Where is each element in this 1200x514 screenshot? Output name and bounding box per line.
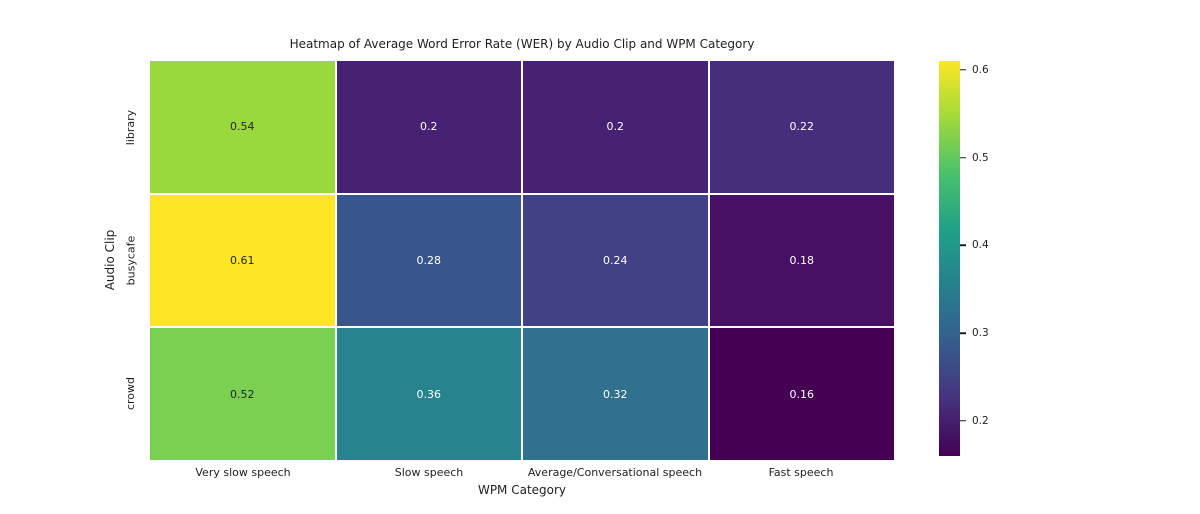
heatmap-cell: 0.2 xyxy=(523,61,708,193)
x-tick-label: Slow speech xyxy=(394,466,464,479)
colorbar-tick-label: 0.6 xyxy=(972,63,989,76)
heatmap-grid: 0.54 0.2 0.2 0.22 0.61 0.28 0.24 0.18 0.52 0.36 0.… xyxy=(150,61,894,460)
heatmap-cell: 0.32 xyxy=(523,328,708,460)
y-axis-label: Audio Clip xyxy=(103,229,117,291)
heatmap-cell: 0.61 xyxy=(150,194,335,327)
heatmap-cell: 0.36 xyxy=(336,328,521,460)
y-tick-label-text: library xyxy=(124,109,138,146)
x-axis-tick-labels: Very slow speech Slow speech Average/Conve… xyxy=(150,466,894,479)
y-tick-label-text: crowd xyxy=(124,376,138,411)
x-axis-label: WPM Category xyxy=(477,483,567,497)
y-tick-label: crowd xyxy=(119,327,143,460)
y-tick-label: busycafe xyxy=(119,194,143,327)
y-tick-label-text: busycafe xyxy=(124,235,138,286)
heatmap-cell: 0.2 xyxy=(336,61,521,193)
y-tick-label: library xyxy=(119,61,143,194)
colorbar-gradient xyxy=(939,61,960,456)
heatmap-cell: 0.24 xyxy=(523,194,708,327)
y-axis-tick-labels: library busycafe crowd xyxy=(119,61,143,460)
colorbar-tick-label: 0.3 xyxy=(972,327,989,340)
colorbar-tick-mark xyxy=(960,332,966,334)
colorbar-tick-mark xyxy=(960,156,966,159)
heatmap-cell: 0.52 xyxy=(150,328,335,460)
colorbar-tick-label: 0.2 xyxy=(972,414,989,427)
heatmap-cell: 0.28 xyxy=(336,194,521,327)
colorbar-tick-mark xyxy=(960,69,966,71)
heatmap-cell: 0.18 xyxy=(709,194,894,327)
chart-title: Heatmap of Average Word Error Rate (WER)… xyxy=(289,37,755,51)
x-tick-label: Very slow speech xyxy=(195,466,291,479)
heatmap-cell: 0.16 xyxy=(709,328,894,460)
x-tick-label: Average/Conversational speech xyxy=(527,466,703,479)
x-tick-label: Fast speech xyxy=(768,466,834,479)
colorbar-tick-mark xyxy=(960,244,966,247)
colorbar-tick-label: 0.5 xyxy=(972,151,989,164)
colorbar-tick-mark xyxy=(960,420,966,422)
heatmap-cell: 0.22 xyxy=(709,61,894,193)
heatmap-cell: 0.54 xyxy=(150,61,335,193)
colorbar-tick-label: 0.4 xyxy=(972,239,989,252)
colorbar: 0.2 0.3 0.4 0.5 0.6 xyxy=(939,61,989,456)
